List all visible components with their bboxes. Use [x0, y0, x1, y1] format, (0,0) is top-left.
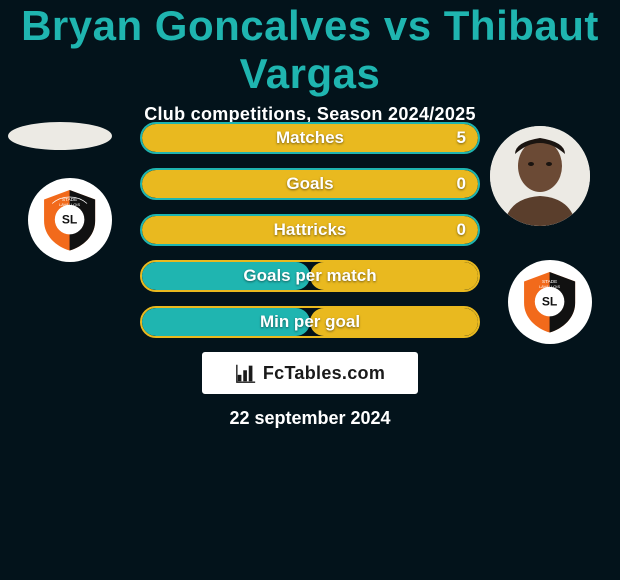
bar-chart-icon [235, 362, 257, 384]
stat-row: Min per goal [140, 306, 480, 338]
stat-label: Goals [286, 174, 333, 194]
stat-label: Matches [276, 128, 344, 148]
svg-text:LAVALLOIS: LAVALLOIS [59, 203, 80, 208]
stat-row: Matches 5 [140, 122, 480, 154]
brand-box: FcTables.com [202, 352, 418, 394]
player-left-avatar [8, 122, 112, 150]
stat-row: Goals 0 [140, 168, 480, 200]
stat-row: Goals per match [140, 260, 480, 292]
stat-label: Goals per match [243, 266, 376, 286]
player-left-club-badge: SL STADE LAVALLOIS [28, 178, 112, 262]
svg-text:STADE: STADE [62, 197, 77, 202]
stat-label: Min per goal [260, 312, 360, 332]
player-right-avatar [490, 126, 590, 226]
stat-row: Hattricks 0 [140, 214, 480, 246]
stat-value-right: 5 [457, 128, 466, 148]
svg-text:SL: SL [542, 295, 557, 309]
player-right-club-badge: SL STADE LAVALLOIS [508, 260, 592, 344]
svg-text:STADE: STADE [542, 279, 557, 284]
stat-value-right: 0 [457, 174, 466, 194]
club-badge-icon: SL STADE LAVALLOIS [516, 268, 583, 335]
page-title: Bryan Goncalves vs Thibaut Vargas [0, 0, 620, 98]
player-silhouette-icon [490, 126, 590, 226]
stats-panel: Matches 5 Goals 0 Hattricks 0 Goals per match M… [140, 122, 480, 352]
stat-label: Hattricks [274, 220, 347, 240]
svg-text:LAVALLOIS: LAVALLOIS [539, 285, 560, 290]
svg-text:SL: SL [62, 213, 77, 227]
club-badge-icon: SL STADE LAVALLOIS [36, 186, 103, 253]
brand-text: FcTables.com [263, 363, 385, 384]
generation-date: 22 september 2024 [0, 408, 620, 429]
stat-value-right: 0 [457, 220, 466, 240]
